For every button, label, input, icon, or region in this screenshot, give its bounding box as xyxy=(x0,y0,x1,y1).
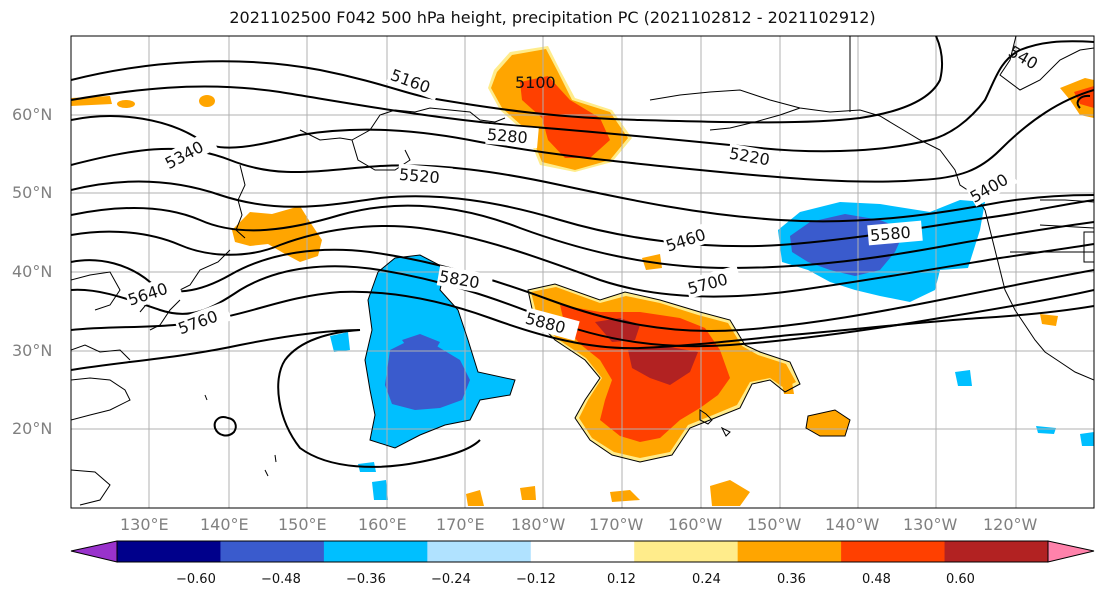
colorbar-tick: 0.48 xyxy=(862,572,891,587)
lon-label: 180°W xyxy=(511,515,566,534)
colorbar-tick: 0.24 xyxy=(692,572,721,587)
lon-label: 140°W xyxy=(825,515,880,534)
map-frame xyxy=(70,35,1095,509)
lat-label: 20°N xyxy=(12,419,53,438)
lat-label: 60°N xyxy=(12,105,53,124)
lon-label: 160°W xyxy=(668,515,723,534)
lon-label: 150°E xyxy=(278,515,327,534)
colorbar-tick: −0.36 xyxy=(346,572,386,587)
colorbar-tick: −0.60 xyxy=(176,572,216,587)
lat-label: 50°N xyxy=(12,183,53,202)
colorbar-bin xyxy=(841,541,946,562)
lat-label: 30°N xyxy=(12,341,53,360)
colorbar-tick: 0.36 xyxy=(777,572,806,587)
lon-label: 120°W xyxy=(983,515,1038,534)
colorbar-bin xyxy=(323,541,428,562)
colorbar-bin xyxy=(117,541,221,562)
lon-label: 150°W xyxy=(747,515,802,534)
colorbar-bin xyxy=(944,541,1049,562)
colorbar-tick: −0.48 xyxy=(261,572,301,587)
graticule xyxy=(71,36,1094,508)
contour-label: 5280 xyxy=(486,125,528,147)
contour-label: 5100 xyxy=(515,73,556,92)
colorbar-tick: 0.60 xyxy=(946,572,975,587)
lon-label: 160°E xyxy=(358,515,407,534)
lon-label: 140°E xyxy=(200,515,249,534)
colorbar-high-extend xyxy=(1047,540,1095,563)
lat-label: 40°N xyxy=(12,262,53,281)
lon-label: 130°W xyxy=(903,515,958,534)
colorbar-bin xyxy=(634,541,739,562)
lon-label: 130°E xyxy=(120,515,169,534)
colorbar-bin xyxy=(220,541,325,562)
lon-label: 170°W xyxy=(589,515,644,534)
map-title: 2021102500 F042 500 hPa height, precipit… xyxy=(229,8,876,27)
coastlines xyxy=(71,36,1094,506)
colorbar-bin xyxy=(737,541,842,562)
contour-label: 5580 xyxy=(869,223,911,245)
lon-label: 170°E xyxy=(436,515,485,534)
colorbar-low-extend xyxy=(70,540,118,563)
colorbar-tick: −0.12 xyxy=(516,572,556,587)
contour-label: 5520 xyxy=(398,165,440,187)
colorbar-bin xyxy=(427,541,532,562)
colorbar-tick: −0.24 xyxy=(431,572,471,587)
colorbar-bin xyxy=(530,541,635,562)
colorbar-tick: 0.12 xyxy=(607,572,636,587)
